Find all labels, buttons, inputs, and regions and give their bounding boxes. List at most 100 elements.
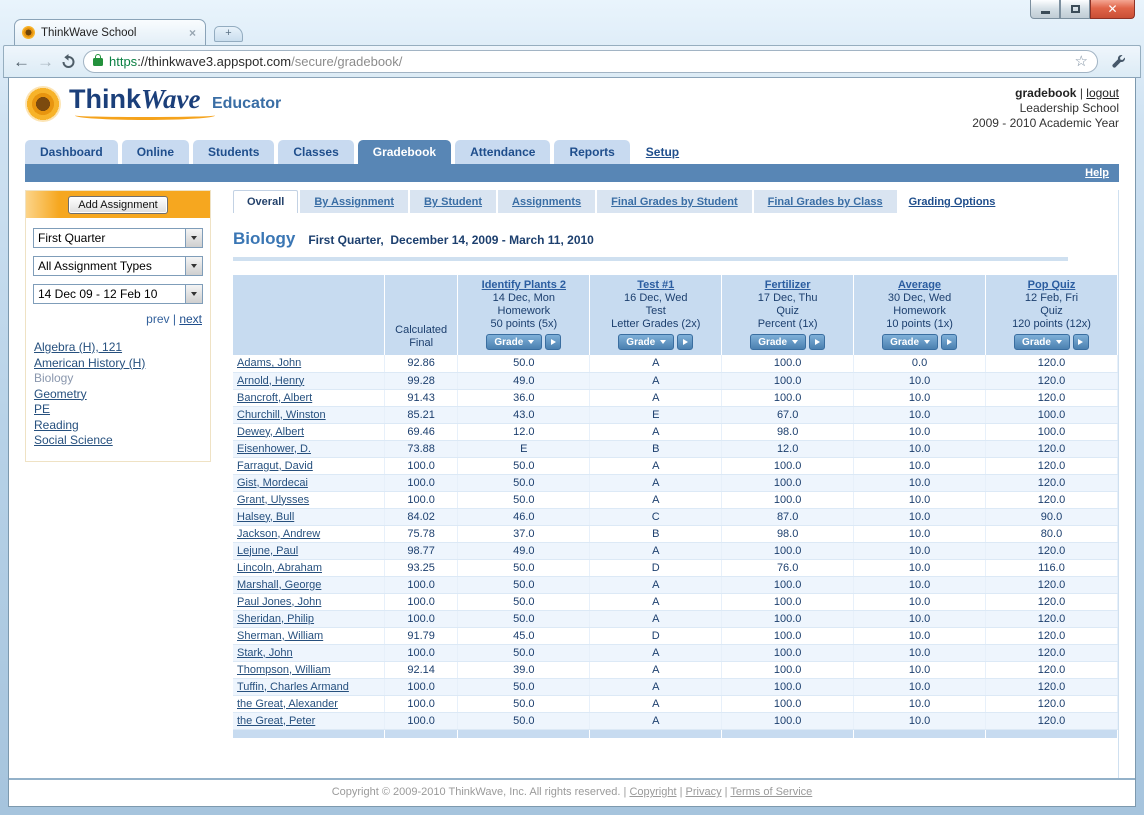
nav-tab-gradebook[interactable]: Gradebook <box>358 140 451 164</box>
subtab-final-grades-by-class[interactable]: Final Grades by Class <box>754 190 897 213</box>
footer-terms-link[interactable]: Terms of Service <box>730 786 812 798</box>
calculated-final-cell: 91.43 <box>384 389 458 406</box>
class-link-algebra-h-121[interactable]: Algebra (H), 121 <box>34 340 202 356</box>
menu-wrench-icon[interactable] <box>1105 51 1131 73</box>
student-row: Arnold, Henry99.2849.0A100.010.0120.0 <box>233 372 1118 389</box>
grade-cell: 46.0 <box>458 508 590 525</box>
date-range-select[interactable]: 14 Dec 09 - 12 Feb 10 <box>33 284 203 304</box>
nav-tab-classes[interactable]: Classes <box>278 140 353 164</box>
class-link-social-science[interactable]: Social Science <box>34 433 202 449</box>
grade-dropdown-button[interactable]: Grade <box>1014 334 1070 350</box>
footer-privacy-link[interactable]: Privacy <box>686 786 722 798</box>
student-link[interactable]: Sheridan, Philip <box>237 613 314 625</box>
assignment-type-select[interactable]: All Assignment Types <box>33 256 203 276</box>
close-button[interactable]: ✕ <box>1090 0 1135 19</box>
assignment-date: 14 Dec, Mon <box>460 292 587 305</box>
subtab-assignments[interactable]: Assignments <box>498 190 595 213</box>
class-link-reading[interactable]: Reading <box>34 418 202 434</box>
new-tab-button[interactable]: + <box>214 26 243 42</box>
nav-tab-online[interactable]: Online <box>122 140 189 164</box>
student-link[interactable]: Marshall, George <box>237 579 321 591</box>
grade-cell: 10.0 <box>854 576 986 593</box>
grade-cell: 120.0 <box>986 661 1118 678</box>
student-row: Paul Jones, John100.050.0A100.010.0120.0 <box>233 593 1118 610</box>
student-link[interactable]: Halsey, Bull <box>237 511 294 523</box>
assignment-link[interactable]: Pop Quiz <box>1028 279 1076 291</box>
assignment-link[interactable]: Average <box>898 279 941 291</box>
student-link[interactable]: Jackson, Andrew <box>237 528 320 540</box>
subtab-overall[interactable]: Overall <box>233 190 298 213</box>
reload-icon[interactable] <box>61 54 76 69</box>
student-link[interactable]: Bancroft, Albert <box>237 392 312 404</box>
student-link[interactable]: Adams, John <box>237 357 301 369</box>
class-link-pe[interactable]: PE <box>34 402 202 418</box>
student-link[interactable]: Farragut, David <box>237 460 313 472</box>
student-link[interactable]: Thompson, William <box>237 664 331 676</box>
nav-link-setup[interactable]: Setup <box>646 145 679 159</box>
maximize-button[interactable] <box>1060 0 1090 19</box>
address-bar[interactable]: https ://thinkwave3.appspot.com /secure/… <box>83 50 1098 73</box>
next-link[interactable]: next <box>179 312 202 326</box>
assignment-link[interactable]: Identify Plants 2 <box>482 279 566 291</box>
student-link[interactable]: Sherman, William <box>237 630 323 642</box>
grade-expand-button[interactable] <box>1073 334 1089 350</box>
prev-link[interactable]: prev <box>146 312 169 326</box>
student-link[interactable]: Lincoln, Abraham <box>237 562 322 574</box>
grade-expand-button[interactable] <box>809 334 825 350</box>
grade-cell: 10.0 <box>854 440 986 457</box>
student-link[interactable]: Paul Jones, John <box>237 596 321 608</box>
calculated-final-cell: 75.78 <box>384 525 458 542</box>
browser-tab[interactable]: ThinkWave School × <box>14 19 206 45</box>
nav-tabs: DashboardOnlineStudentsClassesGradebookA… <box>9 140 1135 164</box>
grade-expand-button[interactable] <box>545 334 561 350</box>
back-button[interactable]: ← <box>13 53 30 70</box>
nav-tab-attendance[interactable]: Attendance <box>455 140 550 164</box>
thinkwave-favicon-icon <box>22 26 35 39</box>
calculated-final-cell: 73.88 <box>384 440 458 457</box>
student-link[interactable]: the Great, Alexander <box>237 698 338 710</box>
grading-options-link[interactable]: Grading Options <box>909 196 996 208</box>
class-link-american-history-h[interactable]: American History (H) <box>34 356 202 372</box>
logout-link[interactable]: logout <box>1086 86 1119 100</box>
add-assignment-button[interactable]: Add Assignment <box>68 196 168 214</box>
bookmark-star-icon[interactable]: ☆ <box>1075 54 1088 69</box>
grade-dropdown-button[interactable]: Grade <box>882 334 938 350</box>
student-link[interactable]: Stark, John <box>237 647 293 659</box>
grade-dropdown-button[interactable]: Grade <box>486 334 542 350</box>
student-link[interactable]: Eisenhower, D. <box>237 443 311 455</box>
grade-expand-button[interactable] <box>941 334 957 350</box>
grade-expand-button[interactable] <box>677 334 693 350</box>
student-row: Farragut, David100.050.0A100.010.0120.0 <box>233 457 1118 474</box>
forward-button[interactable]: → <box>37 53 54 70</box>
student-link[interactable]: Arnold, Henry <box>237 375 304 387</box>
student-link[interactable]: Grant, Ulysses <box>237 494 309 506</box>
nav-tab-reports[interactable]: Reports <box>554 140 629 164</box>
student-link[interactable]: the Great, Peter <box>237 715 315 727</box>
term-select[interactable]: First Quarter <box>33 228 203 248</box>
student-link[interactable]: Tuffin, Charles Armand <box>237 681 349 693</box>
nav-tab-dashboard[interactable]: Dashboard <box>25 140 118 164</box>
grade-cell: D <box>590 627 722 644</box>
class-link-geometry[interactable]: Geometry <box>34 387 202 403</box>
ssl-lock-icon[interactable] <box>93 58 103 66</box>
student-link[interactable]: Gist, Mordecai <box>237 477 308 489</box>
student-link[interactable]: Dewey, Albert <box>237 426 304 438</box>
subtab-final-grades-by-student[interactable]: Final Grades by Student <box>597 190 752 213</box>
window-controls: ✕ <box>1030 0 1135 19</box>
footer-copyright-link[interactable]: Copyright <box>629 786 676 798</box>
grade-cell: 50.0 <box>458 593 590 610</box>
assignment-header-average: Average30 Dec, WedHomework10 points (1x)… <box>854 275 986 355</box>
assignment-link[interactable]: Fertilizer <box>765 279 811 291</box>
assignment-link[interactable]: Test #1 <box>637 279 674 291</box>
tab-close-icon[interactable]: × <box>187 26 198 40</box>
subtab-by-student[interactable]: By Student <box>410 190 496 213</box>
nav-tab-students[interactable]: Students <box>193 140 274 164</box>
student-link[interactable]: Churchill, Winston <box>237 409 326 421</box>
grade-dropdown-button[interactable]: Grade <box>618 334 674 350</box>
minimize-button[interactable] <box>1030 0 1060 19</box>
student-link[interactable]: Lejune, Paul <box>237 545 298 557</box>
help-link[interactable]: Help <box>1085 167 1109 179</box>
grade-dropdown-button[interactable]: Grade <box>750 334 806 350</box>
subtab-by-assignment[interactable]: By Assignment <box>300 190 408 213</box>
assignment-header-fertilizer: Fertilizer17 Dec, ThuQuizPercent (1x)Gra… <box>722 275 854 355</box>
